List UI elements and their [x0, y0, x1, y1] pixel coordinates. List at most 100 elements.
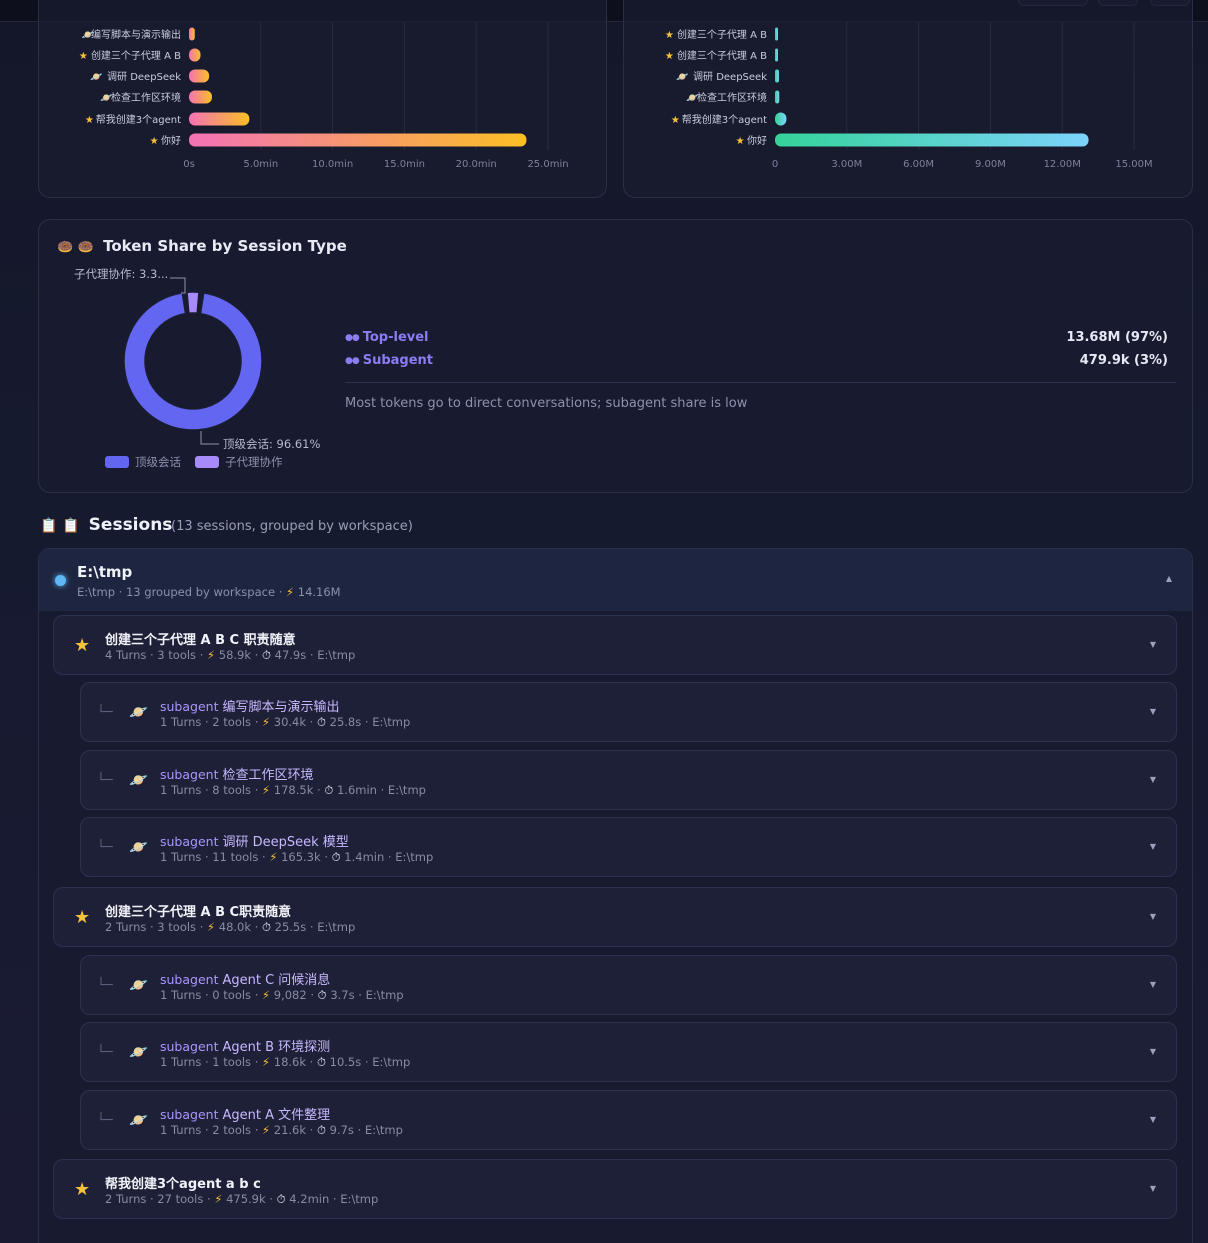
y-category-label: 帮我创建3个agent — [96, 113, 181, 126]
planet-icon: 🪐 — [82, 30, 95, 41]
stopwatch-icon: ⏱ — [331, 850, 341, 864]
stopwatch-icon: ⏱ — [262, 648, 271, 662]
bolt-icon: ⚡ — [269, 850, 278, 864]
y-category-label: 帮我创建3个agent — [682, 113, 767, 126]
donut-icon: 🍩 🍩 — [57, 240, 94, 255]
planet-icon: 🪐 — [686, 93, 699, 104]
stopwatch-icon: ⏱ — [317, 1055, 326, 1069]
chevron-down-icon[interactable]: ▼ — [1149, 1115, 1156, 1124]
y-category-label: 创建三个子代理 A B — [91, 49, 181, 62]
sessions-subtitle: (13 sessions, grouped by workspace) — [171, 519, 413, 534]
legend-label-top-level: 顶级会话 — [135, 455, 181, 469]
chevron-up-icon[interactable]: ▲ — [1165, 574, 1172, 583]
token-share-card: 🍩 🍩 Token Share by Session Type 子代理协作: 3… — [38, 219, 1193, 493]
session-title: subagent Agent A 文件整理 — [160, 1107, 331, 1123]
bolt-icon: ⚡ — [262, 1055, 271, 1069]
session-row[interactable]: ★ 创建三个子代理 A B C 职责随意 4 Turns · 3 tools · ⚡… — [53, 615, 1177, 675]
session-title: subagent 编写脚本与演示输出 — [160, 699, 340, 715]
stopwatch-icon: ⏱ — [317, 1123, 326, 1137]
session-title: subagent Agent B 环境探测 — [160, 1039, 331, 1055]
tree-corner-icon: └─ — [97, 705, 113, 720]
x-tick-label: 20.0min — [456, 159, 497, 170]
chevron-down-icon[interactable]: ▼ — [1149, 912, 1156, 921]
x-tick-label: 12.00M — [1044, 159, 1081, 170]
chevron-down-icon[interactable]: ▼ — [1149, 842, 1156, 851]
bar — [189, 90, 212, 104]
bolt-icon: ⚡ — [207, 648, 216, 662]
divider — [345, 382, 1176, 383]
bolt-icon: ⚡ — [262, 1123, 271, 1137]
bolt-icon: ⚡ — [286, 585, 295, 599]
x-tick-label: 3.00M — [831, 159, 862, 170]
planet-icon: 🪐 — [100, 93, 113, 104]
star-icon: ★ — [736, 136, 745, 147]
x-tick-label: 10.0min — [312, 159, 353, 170]
tree-corner-icon: └─ — [97, 840, 113, 855]
star-icon: ★ — [671, 115, 680, 126]
chevron-down-icon[interactable]: ▼ — [1149, 980, 1156, 989]
chevron-down-icon[interactable]: ▼ — [1149, 1047, 1156, 1056]
x-tick-label: 25.0min — [527, 159, 568, 170]
bar — [189, 133, 527, 147]
workspace-title: E:\tmp — [77, 563, 133, 581]
star-icon: ★ — [74, 1179, 91, 1200]
stopwatch-icon: ⏱ — [317, 988, 327, 1002]
session-meta: 1 Turns · 1 tools · ⚡ 18.6k · ⏱ 10.5s · … — [160, 1055, 411, 1069]
chevron-down-icon[interactable]: ▼ — [1149, 775, 1156, 784]
session-title: subagent Agent C 问候消息 — [160, 972, 331, 988]
planet-icon: 🪐 — [129, 771, 148, 789]
stopwatch-icon: ⏱ — [262, 920, 271, 934]
legend-swatch-top-level — [105, 456, 129, 468]
legend-row-subagent: ●● Subagent — [345, 353, 434, 368]
session-meta: 1 Turns · 11 tools · ⚡ 165.3k · ⏱ 1.4min… — [160, 850, 434, 864]
legend-row-top-level: ●● Top-level — [345, 330, 429, 345]
star-icon: ★ — [85, 115, 94, 126]
session-meta: 1 Turns · 2 tools · ⚡ 30.4k · ⏱ 25.8s · … — [160, 715, 411, 729]
y-category-label: 检查工作区环境 — [111, 91, 181, 104]
bar — [775, 90, 780, 104]
planet-icon: 🪐 — [676, 72, 689, 83]
workspace-meta: E:\tmp · 13 grouped by workspace · ⚡ 14.… — [77, 585, 341, 599]
workspace-header[interactable]: E:\tmp E:\tmp · 13 grouped by workspace … — [39, 549, 1192, 611]
subagent-row[interactable]: └─ 🪐 subagent 调研 DeepSeek 模型 1 Turns · 11 to… — [80, 817, 1177, 877]
planet-icon: 🪐 — [129, 1111, 148, 1129]
subagent-row[interactable]: └─ 🪐 subagent 检查工作区环境 1 Turns · 8 tools · ⚡ … — [80, 750, 1177, 810]
slice-top-level — [123, 291, 263, 431]
legend-label-subagent: 子代理协作 — [225, 455, 283, 469]
bar — [775, 27, 778, 41]
bar — [775, 69, 779, 83]
subagent-row[interactable]: └─ 🪐 subagent 编写脚本与演示输出 1 Turns · 2 tools · … — [80, 682, 1177, 742]
y-category-label: 创建三个子代理 A B — [677, 28, 767, 41]
planet-icon: 🪐 — [129, 703, 148, 721]
session-title: subagent 调研 DeepSeek 模型 — [160, 834, 349, 850]
legend-value-top-level: 13.68M (97%) — [1066, 330, 1168, 345]
subagent-row[interactable]: └─ 🪐 subagent Agent C 问候消息 1 Turns · 0 tools… — [80, 955, 1177, 1015]
tokens-chart-card: 0 3.00M 6.00M 9.00M 12.00M 15.00M 创建三个子代理 A B ★… — [623, 0, 1193, 198]
session-meta: 1 Turns · 0 tools · ⚡ 9,082 · ⏱ 3.7s · E… — [160, 988, 404, 1002]
session-row[interactable]: ★ 创建三个子代理 A B C职责随意 2 Turns · 3 tools · ⚡ … — [53, 887, 1177, 947]
bar — [775, 112, 787, 126]
planet-icon: 🪐 — [129, 838, 148, 856]
bolt-icon: ⚡ — [262, 783, 271, 797]
x-tick-label: 15.0min — [384, 159, 425, 170]
y-category-label: 调研 DeepSeek — [107, 71, 181, 83]
x-tick-label: 6.00M — [903, 159, 934, 170]
subagent-row[interactable]: └─ 🪐 subagent Agent A 文件整理 1 Turns · 2 tools… — [80, 1090, 1177, 1150]
y-category-label: 编写脚本与演示输出 — [91, 28, 181, 41]
chevron-down-icon[interactable]: ▼ — [1149, 640, 1156, 649]
star-icon: ★ — [665, 51, 674, 62]
session-meta: 1 Turns · 2 tools · ⚡ 21.6k · ⏱ 9.7s · E… — [160, 1123, 403, 1137]
subagent-row[interactable]: └─ 🪐 subagent Agent B 环境探测 1 Turns · 1 tools… — [80, 1022, 1177, 1082]
tree-corner-icon: └─ — [97, 1045, 113, 1060]
y-category-label: 检查工作区环境 — [697, 91, 767, 104]
stopwatch-icon: ⏱ — [317, 715, 326, 729]
chevron-down-icon[interactable]: ▼ — [1149, 1184, 1156, 1193]
session-meta: 4 Turns · 3 tools · ⚡ 58.9k · ⏱ 47.9s · … — [105, 648, 356, 662]
duration-bar-chart: 0s 5.0min 10.0min 15.0min 20.0min 25.0min 编写脚本… — [79, 22, 569, 170]
stopwatch-icon: ⏱ — [324, 783, 334, 797]
chevron-down-icon[interactable]: ▼ — [1149, 707, 1156, 716]
star-icon: ★ — [74, 635, 91, 656]
bar — [775, 133, 1089, 147]
